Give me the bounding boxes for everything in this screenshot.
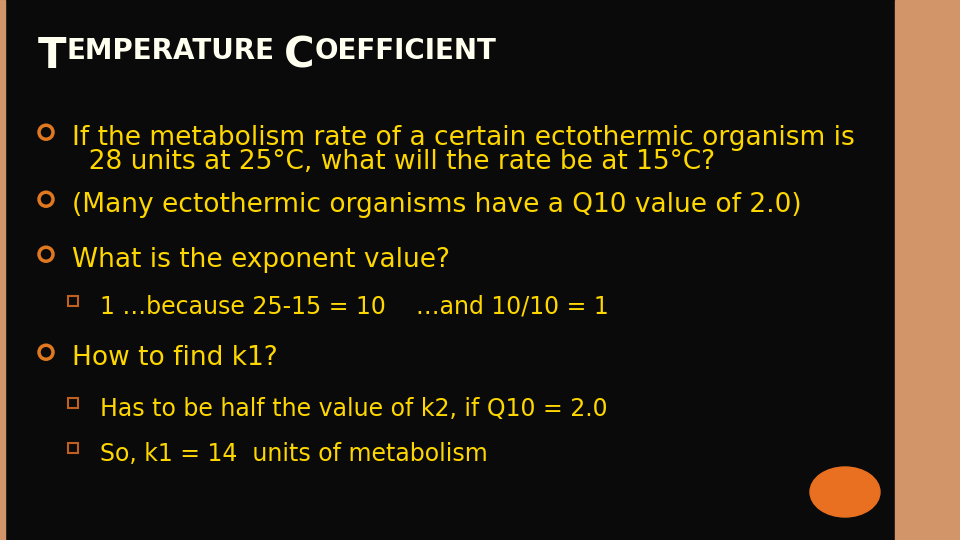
Ellipse shape [810, 467, 880, 517]
Text: C: C [284, 35, 315, 77]
Text: What is the exponent value?: What is the exponent value? [72, 247, 450, 273]
Text: T: T [38, 35, 66, 77]
Text: Has to be half the value of k2, if Q10 = 2.0: Has to be half the value of k2, if Q10 =… [100, 397, 608, 421]
Bar [68, 397, 78, 408]
Bar [0, 0, 5, 540]
Bar [68, 443, 78, 453]
Text: EMPERATURE: EMPERATURE [66, 37, 275, 65]
Text: OEFFICIENT: OEFFICIENT [315, 37, 496, 65]
Text: 1 …because 25-15 = 10    …and 10/10 = 1: 1 …because 25-15 = 10 …and 10/10 = 1 [100, 295, 609, 319]
Text: How to find k1?: How to find k1? [72, 345, 277, 371]
Bar [895, 0, 960, 540]
Text: 28 units at 25°C, what will the rate be at 15°C?: 28 units at 25°C, what will the rate be … [72, 148, 715, 175]
Bar [68, 295, 78, 306]
Text: (Many ectothermic organisms have a Q10 value of 2.0): (Many ectothermic organisms have a Q10 v… [72, 192, 802, 218]
Text: If the metabolism rate of a certain ectothermic organism is: If the metabolism rate of a certain ecto… [72, 125, 854, 151]
Text: So, k1 = 14  units of metabolism: So, k1 = 14 units of metabolism [100, 442, 488, 466]
